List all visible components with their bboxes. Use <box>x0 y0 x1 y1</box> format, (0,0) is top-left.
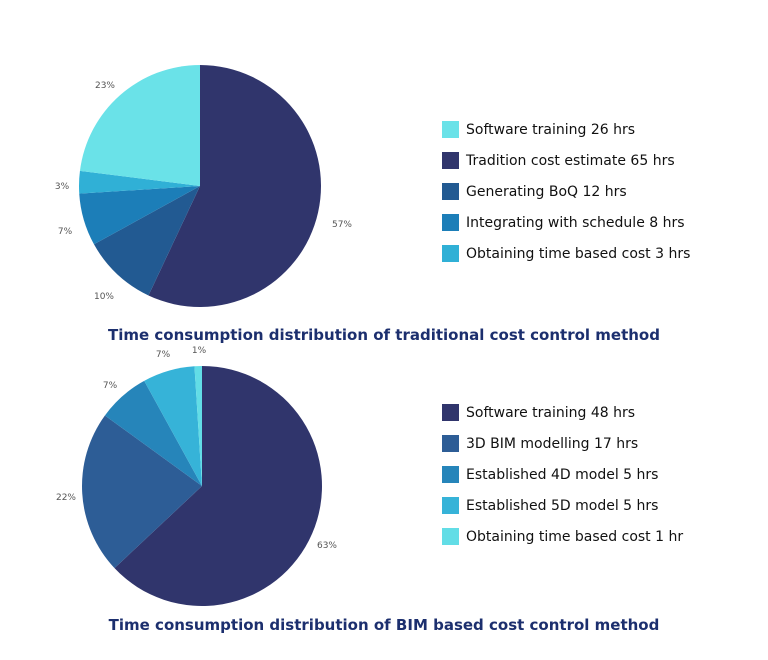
pie-slice <box>93 186 200 296</box>
legend-label: Obtaining time based cost 3 hrs <box>466 245 691 262</box>
pie-slice <box>79 186 200 245</box>
legend-item: Generating BoQ 12 hrs <box>442 176 690 207</box>
legend-label: Tradition cost estimate 65 hrs <box>466 152 675 169</box>
legend-swatch <box>442 466 459 483</box>
bim-chart-title: Time consumption distribution of BIM bas… <box>108 616 660 634</box>
slice-percent-label: 10% <box>94 292 114 302</box>
legend-item: Established 5D model 5 hrs <box>442 490 683 521</box>
legend-swatch <box>442 183 459 200</box>
pie-slice <box>82 415 202 569</box>
pie-slice <box>194 366 202 486</box>
legend-item: Obtaining time based cost 3 hrs <box>442 238 690 269</box>
legend-label: Generating BoQ 12 hrs <box>466 183 627 200</box>
legend-swatch <box>442 404 459 421</box>
pie-slice <box>79 170 200 194</box>
legend-swatch <box>442 214 459 231</box>
pie-slice <box>148 65 322 307</box>
legend-swatch <box>442 152 459 169</box>
legend-label: Established 4D model 5 hrs <box>466 466 659 483</box>
traditional-pie-chart: 57% 10% 7% 3% 23% <box>55 65 352 307</box>
slice-percent-label: 1% <box>192 346 207 356</box>
traditional-legend: Software training 26 hrs Tradition cost e… <box>442 114 690 269</box>
slice-percent-label: 7% <box>58 227 73 237</box>
legend-item: Software training 26 hrs <box>442 114 690 145</box>
pie-slice <box>104 380 202 486</box>
slice-percent-label: 7% <box>156 350 171 360</box>
legend-item: 3D BIM modelling 17 hrs <box>442 428 683 459</box>
legend-item: Established 4D model 5 hrs <box>442 459 683 490</box>
legend-label: Established 5D model 5 hrs <box>466 497 659 514</box>
pie-slice <box>79 65 200 186</box>
legend-item: Integrating with schedule 8 hrs <box>442 207 690 238</box>
legend-label: Obtaining time based cost 1 hr <box>466 528 684 545</box>
bim-pie-chart: 63% 22% 7% 7% 1% <box>56 346 337 606</box>
pie-slice <box>114 366 322 606</box>
legend-swatch <box>442 528 459 545</box>
slice-percent-label: 7% <box>103 381 118 391</box>
traditional-chart-title: Time consumption distribution of traditi… <box>108 326 660 344</box>
legend-swatch <box>442 497 459 514</box>
legend-item: Tradition cost estimate 65 hrs <box>442 145 690 176</box>
slice-percent-label: 23% <box>95 81 115 91</box>
legend-item: Obtaining time based cost 1 hr <box>442 521 683 552</box>
legend-label: Software training 26 hrs <box>466 121 636 138</box>
slice-percent-label: 57% <box>332 220 352 230</box>
slice-percent-label: 63% <box>317 541 337 551</box>
legend-label: 3D BIM modelling 17 hrs <box>466 435 639 452</box>
legend-label: Software training 48 hrs <box>466 404 636 421</box>
bim-legend: Software training 48 hrs 3D BIM modelling… <box>442 397 683 552</box>
legend-swatch <box>442 121 459 138</box>
slice-percent-label: 22% <box>56 493 76 503</box>
pie-slice <box>144 366 202 486</box>
legend-swatch <box>442 245 459 262</box>
legend-item: Software training 48 hrs <box>442 397 683 428</box>
slice-percent-label: 3% <box>55 182 70 192</box>
legend-label: Integrating with schedule 8 hrs <box>466 214 685 231</box>
legend-swatch <box>442 435 459 452</box>
